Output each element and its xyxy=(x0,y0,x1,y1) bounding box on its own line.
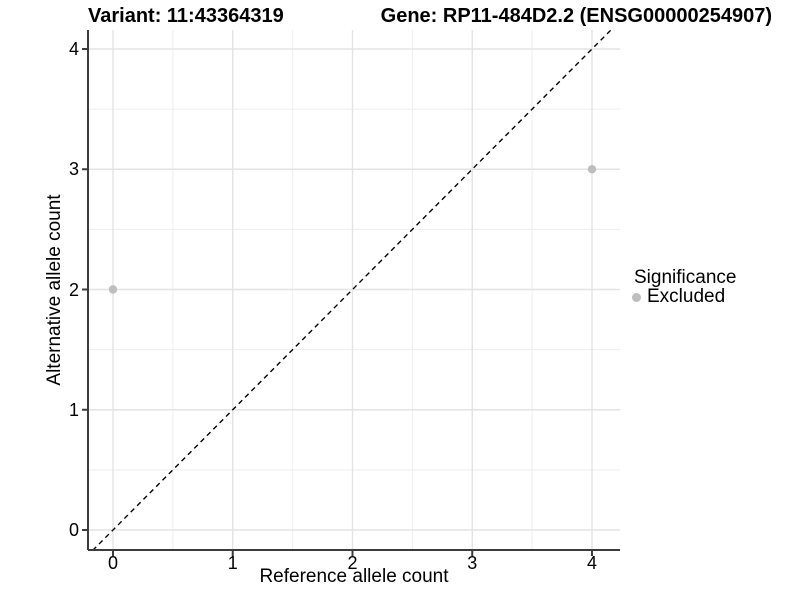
y-tick-label: 1 xyxy=(68,399,79,420)
x-tick-label: 3 xyxy=(467,553,478,573)
legend-title: Significance xyxy=(634,267,737,288)
y-tick-label: 3 xyxy=(68,159,79,180)
legend: Excluded xyxy=(632,287,725,307)
gene-title: Gene: RP11-484D2.2 (ENSG00000254907) xyxy=(380,5,772,27)
y-tick-label: 4 xyxy=(68,39,79,59)
y-tick-label: 2 xyxy=(68,279,79,300)
x-axis-title: Reference allele count xyxy=(259,566,449,587)
x-tick-label: 2 xyxy=(347,553,358,573)
x-tick-label: 1 xyxy=(227,553,238,573)
data-point xyxy=(108,285,118,294)
variant-title: Variant: 11:43364319 xyxy=(88,5,284,27)
y-axis-title: Alternative allele count xyxy=(44,194,65,386)
legend-entry: Excluded xyxy=(632,287,725,307)
data-point xyxy=(587,165,597,174)
legend-point-icon xyxy=(632,292,641,302)
legend-entry-label: Excluded xyxy=(647,286,726,307)
identity-reference-line xyxy=(92,29,612,551)
x-tick-label: 0 xyxy=(107,553,119,573)
x-tick-label: 4 xyxy=(586,553,598,573)
y-tick-label: 0 xyxy=(68,520,79,540)
